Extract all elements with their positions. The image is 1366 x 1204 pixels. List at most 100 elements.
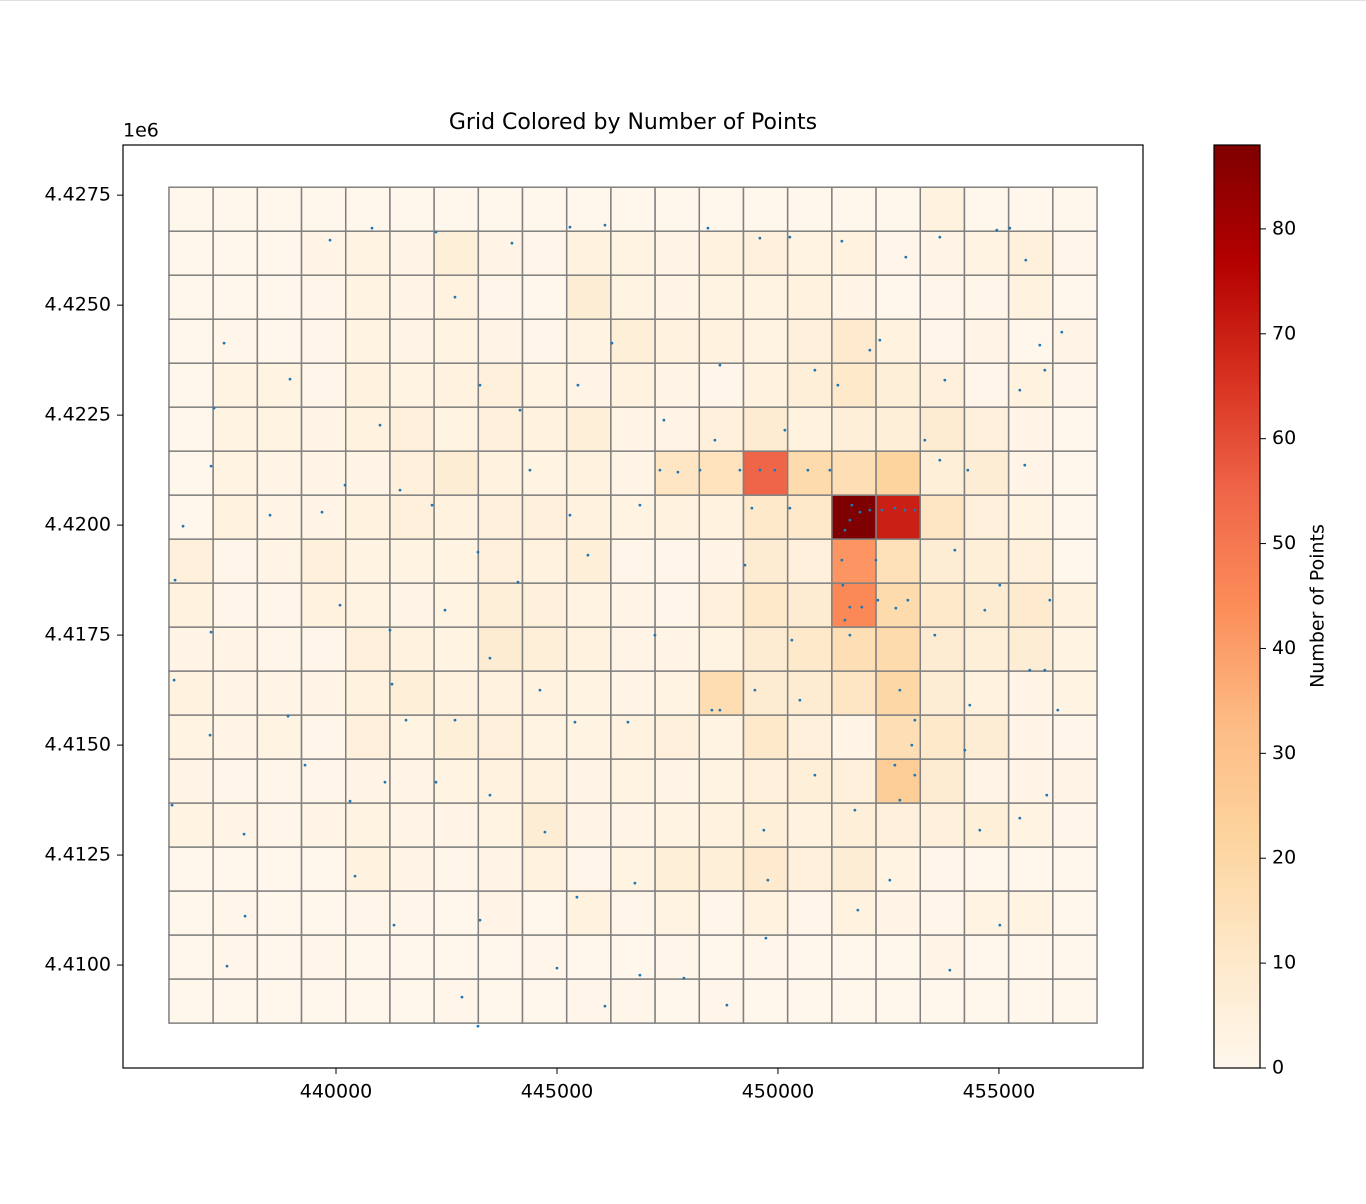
- grid-cell: [786, 538, 833, 584]
- grid-cell: [654, 406, 701, 452]
- colorbar-tick-label: 10: [1272, 952, 1296, 974]
- point: [713, 438, 717, 442]
- grid-cell: [300, 538, 347, 584]
- point: [858, 510, 862, 514]
- grid-cell: [389, 274, 435, 320]
- point: [516, 580, 520, 584]
- grid-cell: [300, 846, 347, 892]
- grid-cell: [256, 494, 303, 540]
- grid-cell: [521, 978, 568, 1024]
- grid-cell: [963, 758, 1010, 804]
- grid-cell: [786, 846, 833, 892]
- grid-cell: [919, 714, 966, 760]
- grid-cell: [168, 274, 214, 320]
- grid-cell: [919, 626, 966, 672]
- point: [1045, 793, 1049, 797]
- grid-cell: [1052, 626, 1098, 672]
- grid-cell: [742, 230, 789, 276]
- top-rule: [0, 0, 1366, 1]
- grid-cell: [831, 934, 877, 980]
- grid-cell: [300, 186, 347, 232]
- grid-cell: [344, 978, 391, 1024]
- grid-cell: [433, 186, 480, 232]
- point: [893, 763, 897, 767]
- point: [610, 341, 614, 345]
- grid-cell: [654, 978, 701, 1024]
- grid-cell: [521, 890, 568, 936]
- grid-cell: [212, 538, 259, 584]
- grid-cell: [831, 494, 877, 540]
- point: [856, 908, 860, 912]
- grid-cell: [875, 318, 922, 364]
- grid-cell: [1007, 802, 1054, 848]
- point: [898, 688, 902, 692]
- point: [543, 830, 547, 834]
- grid-cell: [610, 230, 656, 276]
- colorbar-label: Number of Points: [1307, 524, 1329, 688]
- grid-cell: [565, 934, 612, 980]
- grid-cell: [168, 846, 214, 892]
- grid-cell: [168, 934, 214, 980]
- point: [555, 966, 559, 970]
- grid-cell: [919, 890, 966, 936]
- point: [568, 513, 572, 517]
- x-tick-label: 440000: [300, 1081, 373, 1103]
- grid-cell: [256, 978, 303, 1024]
- point: [758, 236, 762, 240]
- point: [1008, 226, 1012, 230]
- grid-cell: [1007, 230, 1054, 276]
- grid-cell: [698, 670, 745, 716]
- grid-cell: [433, 978, 480, 1024]
- grid-cell: [742, 714, 789, 760]
- point: [978, 828, 982, 832]
- grid-cell: [344, 758, 391, 804]
- point: [828, 468, 832, 472]
- grid-cell: [1052, 714, 1098, 760]
- grid-cell: [831, 978, 877, 1024]
- point: [568, 225, 572, 229]
- grid-cell: [565, 802, 612, 848]
- grid-cell: [300, 362, 347, 408]
- grid-cell: [654, 890, 701, 936]
- grid-cell: [300, 934, 347, 980]
- grid-cell: [565, 714, 612, 760]
- point: [1024, 258, 1028, 262]
- grid-cell: [919, 670, 966, 716]
- grid-cell: [168, 406, 214, 452]
- grid-cell: [698, 802, 745, 848]
- point: [904, 255, 908, 259]
- grid-cell: [1007, 758, 1054, 804]
- point: [938, 458, 942, 462]
- point: [1043, 368, 1047, 372]
- grid-cell: [698, 318, 745, 364]
- grid-cell: [433, 626, 480, 672]
- grid-cell: [963, 538, 1010, 584]
- grid-cell: [875, 494, 922, 540]
- grid-cell: [212, 230, 259, 276]
- grid-cell: [344, 450, 391, 496]
- grid-cell: [168, 714, 214, 760]
- grid-cell: [1052, 274, 1098, 320]
- colorbar-tick-label: 30: [1272, 742, 1296, 764]
- point: [898, 798, 902, 802]
- grid-cell: [168, 890, 214, 936]
- grid-cell: [521, 230, 568, 276]
- axes-frame: [122, 144, 1144, 1069]
- point: [773, 468, 777, 472]
- grid-cell: [698, 494, 745, 540]
- point: [1060, 330, 1064, 334]
- grid-cell: [610, 450, 656, 496]
- point: [286, 714, 290, 718]
- colorbar: [1213, 144, 1261, 1069]
- y-tick-label: 4.4250: [45, 294, 111, 316]
- grid-cell: [433, 890, 480, 936]
- grid-cell: [1052, 362, 1098, 408]
- grid-cell: [654, 934, 701, 980]
- grid-cell: [1007, 362, 1054, 408]
- grid-cell: [256, 318, 303, 364]
- grid-cell: [168, 450, 214, 496]
- grid-cell: [1052, 494, 1098, 540]
- grid-cell: [831, 626, 877, 672]
- grid-cell: [433, 670, 480, 716]
